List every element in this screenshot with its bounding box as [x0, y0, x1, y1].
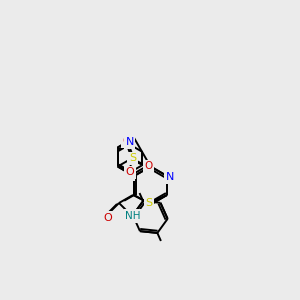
- Text: N: N: [125, 169, 134, 179]
- Text: N: N: [125, 137, 134, 148]
- Text: O: O: [103, 213, 112, 223]
- Text: S: S: [146, 198, 153, 208]
- Text: NH: NH: [125, 211, 141, 221]
- Text: O: O: [145, 161, 153, 172]
- Text: N: N: [166, 172, 174, 182]
- Text: S: S: [129, 154, 136, 164]
- Text: O: O: [125, 167, 134, 178]
- Text: O: O: [122, 136, 131, 146]
